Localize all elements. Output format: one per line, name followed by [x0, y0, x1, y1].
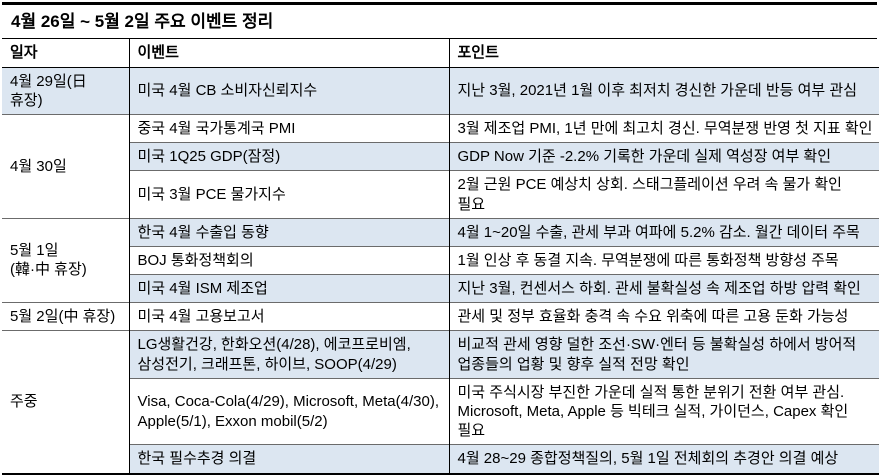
point-cell: 1월 인상 후 동결 지속. 무역분쟁에 따른 통화정책 방향성 주목 — [448, 246, 879, 275]
event-cell: Visa, Coca-Cola(4/29), Microsoft, Meta(4… — [128, 378, 449, 445]
event-cell: BOJ 통화정책회의 — [128, 246, 449, 275]
table-row: 5월 2일(中 휴장) 미국 4월 고용보고서 관세 및 정부 효율화 충격 속… — [2, 302, 879, 331]
point-cell: 지난 3월, 컨센서스 하회. 관세 불확실성 속 제조업 하방 압력 확인 — [448, 274, 879, 303]
table-row: Visa, Coca-Cola(4/29), Microsoft, Meta(4… — [2, 378, 879, 445]
table-row: 미국 3월 PCE 물가지수 2월 근원 PCE 예상치 상회. 스태그플레이션… — [2, 170, 879, 219]
table-row: 미국 4월 ISM 제조업 지난 3월, 컨센서스 하회. 관세 불확실성 속 … — [2, 274, 879, 303]
column-header-event: 이벤트 — [128, 39, 449, 68]
table-body: 4월 29일(日 휴장) 미국 4월 CB 소비자신뢰지수 지난 3월, 202… — [2, 67, 879, 474]
point-cell: 지난 3월, 2021년 1월 이후 최저치 경신한 가운데 반등 여부 관심 — [448, 67, 879, 115]
event-cell: 미국 4월 ISM 제조업 — [128, 274, 449, 303]
event-cell: 중국 4월 국가통계국 PMI — [128, 114, 449, 143]
event-cell: 한국 4월 수출입 동향 — [128, 218, 449, 247]
point-cell: 관세 및 정부 효율화 충격 속 수요 위축에 따른 고용 둔화 가능성 — [448, 302, 879, 331]
page-title: 4월 26일 ~ 5월 2일 주요 이벤트 정리 — [2, 2, 877, 40]
header-row: 일자 이벤트 포인트 — [2, 39, 879, 68]
date-cell: 주중 — [2, 330, 129, 474]
point-cell: 비교적 관세 영향 덜한 조선·SW·엔터 등 불확실성 하에서 방어적 업종들… — [448, 330, 879, 379]
table-header: 일자 이벤트 포인트 — [2, 39, 879, 68]
point-cell: 4월 1~20일 수출, 관세 부과 여파에 5.2% 감소. 월간 데이터 주… — [448, 218, 879, 247]
table-row: 미국 1Q25 GDP(잠정) GDP Now 기준 -2.2% 기록한 가운데… — [2, 142, 879, 171]
point-cell: 2월 근원 PCE 예상치 상회. 스태그플레이션 우려 속 물가 확인 필요 — [448, 170, 879, 219]
date-cell: 5월 2일(中 휴장) — [2, 302, 129, 331]
point-cell: 미국 주식시장 부진한 가운데 실적 통한 분위기 전환 여부 관심. Micr… — [448, 378, 879, 445]
event-cell: 미국 4월 고용보고서 — [128, 302, 449, 331]
table-row: 5월 1일 (韓·中 휴장) 한국 4월 수출입 동향 4월 1~20일 수출,… — [2, 218, 879, 303]
point-cell: 4월 28~29 종합정책질의, 5월 1일 전체회의 추경안 의결 예상 — [448, 444, 879, 474]
point-cell: 3월 제조업 PMI, 1년 만에 최고치 경신. 무역분쟁 반영 첫 지표 확… — [448, 114, 879, 143]
event-cell: LG생활건강, 한화오션(4/28), 에코프로비엠, 삼성전기, 크래프톤, … — [128, 330, 449, 379]
column-header-point: 포인트 — [448, 39, 879, 68]
event-cell: 한국 필수추경 의결 — [128, 444, 449, 474]
event-cell: 미국 1Q25 GDP(잠정) — [128, 142, 449, 171]
events-table: 일자 이벤트 포인트 4월 29일(日 휴장) 미국 4월 CB 소비자신뢰지수… — [2, 39, 879, 475]
date-cell: 5월 1일 (韓·中 휴장) — [2, 218, 129, 303]
date-cell: 4월 30일 — [2, 114, 129, 219]
date-cell: 4월 29일(日 휴장) — [2, 67, 129, 115]
event-cell: 미국 3월 PCE 물가지수 — [128, 170, 449, 219]
point-cell: GDP Now 기준 -2.2% 기록한 가운데 실제 역성장 여부 확인 — [448, 142, 879, 171]
table-row: 한국 필수추경 의결 4월 28~29 종합정책질의, 5월 1일 전체회의 추… — [2, 444, 879, 474]
table-row: 4월 30일 중국 4월 국가통계국 PMI 3월 제조업 PMI, 1년 만에… — [2, 114, 879, 219]
table-row: BOJ 통화정책회의 1월 인상 후 동결 지속. 무역분쟁에 따른 통화정책 … — [2, 246, 879, 275]
table-row: 4월 29일(日 휴장) 미국 4월 CB 소비자신뢰지수 지난 3월, 202… — [2, 67, 879, 115]
table-row: 주중 LG생활건강, 한화오션(4/28), 에코프로비엠, 삼성전기, 크래프… — [2, 330, 879, 474]
column-header-date: 일자 — [2, 39, 129, 68]
event-cell: 미국 4월 CB 소비자신뢰지수 — [128, 67, 449, 115]
